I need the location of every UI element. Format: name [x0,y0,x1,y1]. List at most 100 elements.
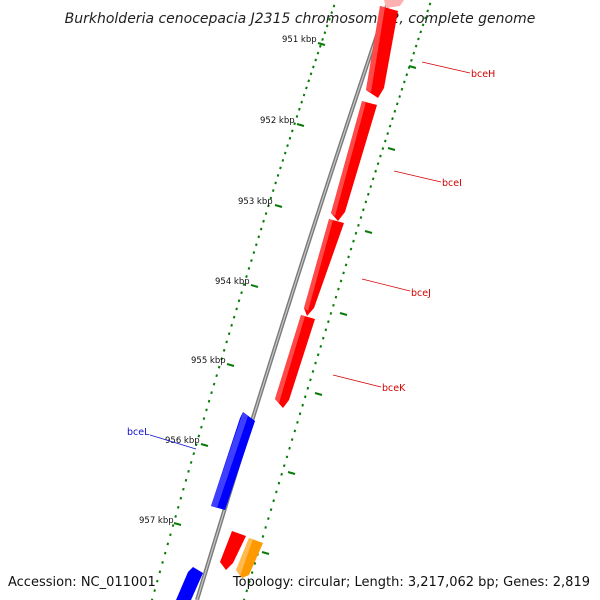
ruler-minor-tick [275,490,278,494]
ruler-minor-tick [259,227,263,231]
ruler-minor-tick [153,589,156,592]
ruler-minor-tick [280,472,283,476]
gene-fragment-top[interactable] [384,0,404,8]
ruler-minor-tick [235,307,238,311]
gene-label-bceL[interactable]: bceL [127,427,150,438]
ruler-major-ticks [173,42,326,526]
ruler-minor-tick [296,420,299,424]
ruler-minor-tick [412,51,416,55]
ruler-minor-tick [383,139,387,143]
ruler-minor-tick [272,499,275,503]
ruler-minor-tick [261,535,265,538]
ruler-minor-tick [316,353,320,357]
bceI-connector [393,170,442,183]
ruler-minor-tick [421,23,425,27]
ruler-minor-tick [276,174,280,177]
ruler-minor-tick [354,231,358,235]
ruler-minor-tick [359,216,363,219]
gene-bceH-shape[interactable] [366,6,398,98]
ruler-minor-tick [288,446,291,450]
ruler-minor-tick [267,204,270,208]
ruler-minor-tick [158,570,162,574]
gene-bceI-shape[interactable] [331,101,377,221]
ruler-minor-tick [337,287,340,291]
ruler-minor-tick [393,109,397,113]
ruler-minor-tick [210,391,213,395]
bceK-connector [332,374,382,388]
ruler-minor-tick [245,589,249,593]
ruler-minor-tick [197,434,201,438]
ruler-minor-tick [321,37,324,41]
ruler-minor-tick [371,177,375,181]
ruler-minor-tick [207,399,211,403]
accession-text: Accession: NC_011001 [8,575,156,590]
ruler-minor-tick [253,562,257,565]
ruler-minor-tick [269,508,273,512]
ruler-minor-tick [405,73,409,77]
ruler-minor-tick [269,196,273,200]
gene-label-bceH[interactable]: bceH [471,69,495,80]
ruler-minor-tick [332,303,335,307]
ruler-minor-tick [342,271,345,275]
ruler-minor-tick [248,580,251,584]
outer-ruler-ring [242,2,432,600]
ruler-minor-tick [166,542,170,546]
ruler-minor-tick [347,255,350,259]
ruler-minor-tick [314,361,317,365]
gene-orange-bottom-shape[interactable] [236,538,263,578]
ruler-minor-tick [290,129,294,133]
ruler-minor-tick [242,283,246,286]
ruler-label-952: 952 kbp [260,116,295,126]
ruler-minor-tick [240,291,243,295]
ruler-minor-tick [366,192,370,196]
ruler-minor-tick [318,44,322,48]
ruler-minor-tick [267,517,270,520]
ruler-minor-tick [388,124,392,128]
ruler-minor-tick [150,598,154,600]
ruler-minor-tick [306,386,310,390]
ruler-minor-tick [364,200,368,204]
ruler-minor-tick [271,189,275,192]
ruler-minor-tick [386,132,390,136]
ruler-minor-tick [264,526,267,529]
ruler-minor-tick [330,11,334,15]
gene-bceJ-shape[interactable] [304,219,344,316]
gene-label-bceJ[interactable]: bceJ [411,288,431,299]
ruler-minor-tick [283,151,287,155]
ruler-minor-tick [179,496,183,500]
ruler-minor-tick [252,251,256,254]
gene-bceL-shape[interactable] [211,412,255,510]
ruler-minor-tick [262,219,265,223]
ruler-minor-tick [428,2,432,6]
ruler-minor-tick [323,31,327,35]
ruler-minor-tick [156,579,159,583]
ruler-minor-tick [225,340,228,344]
ruler-minor-tick [257,235,261,239]
gene-label-bceI[interactable]: bceI [442,178,462,189]
ruler-minor-tick [376,162,380,166]
ruler-minor-tick [250,259,253,262]
ruler-minor-tick [410,58,413,62]
inner-ruler-ring [150,4,336,600]
ruler-minor-tick [324,328,328,332]
gene-red-bottom-shape[interactable] [220,531,246,570]
gene-bceK-shape[interactable] [275,315,315,408]
ruler-minor-tick [414,44,418,48]
ruler-minor-tick [222,348,226,352]
ruler-minor-tick [195,443,198,447]
ruler-label-951: 951 kbp [282,35,317,45]
ruler-minor-tick [250,571,254,574]
ruler-minor-tick [395,102,399,106]
ruler-minor-tick [300,100,304,104]
ruler-minor-tick [298,107,301,111]
ruler-minor-tick [295,114,299,118]
ruler-minor-tick [184,478,188,482]
ruler-minor-tick [312,65,315,69]
ruler-minor-tick [321,336,325,340]
ruler-minor-tick [309,72,313,76]
ruler-minor-tick [232,315,236,319]
ruler-label-953: 953 kbp [238,197,273,207]
gene-blue-bottom-shape[interactable] [176,567,203,600]
ruler-minor-tick [332,4,336,8]
gene-label-bceK[interactable]: bceK [382,383,406,394]
